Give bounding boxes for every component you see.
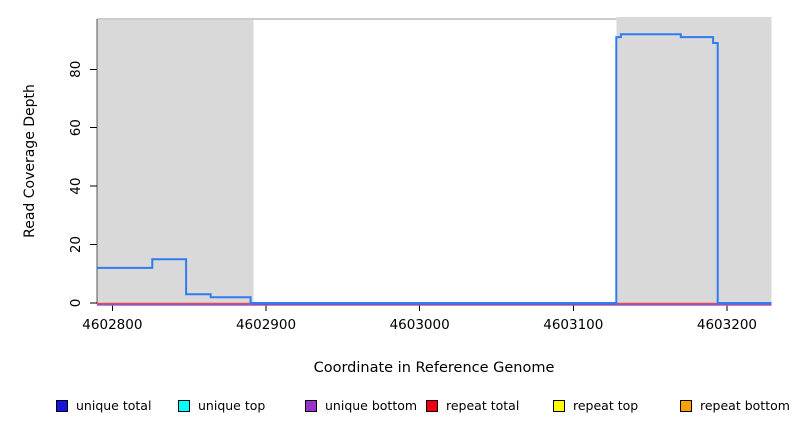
svg-text:4603000: 4603000 — [390, 317, 450, 333]
legend-swatch-unique-bottom — [305, 399, 317, 412]
svg-text:20: 20 — [68, 236, 84, 253]
svg-text:4603200: 4603200 — [697, 317, 757, 333]
legend-swatch-repeat-bottom — [680, 399, 692, 412]
svg-text:4602800: 4602800 — [82, 317, 142, 333]
legend-label: repeat bottom — [700, 398, 790, 413]
plot-canvas: 4602800 4602900 4603000 4603100 4603200 0 20 40… — [68, 17, 772, 333]
svg-text:4603100: 4603100 — [543, 317, 603, 333]
svg-text:60: 60 — [68, 119, 84, 136]
legend-item-unique-bottom: unique bottom — [305, 398, 417, 413]
legend-label: repeat top — [573, 398, 639, 413]
legend-item-repeat-top: repeat top — [553, 398, 638, 413]
legend-label: repeat total — [446, 398, 520, 413]
legend-swatch-repeat-top — [553, 399, 565, 412]
svg-text:80: 80 — [68, 61, 84, 78]
y-axis-label: Read Coverage Depth — [22, 84, 38, 238]
legend-item-repeat-bottom: repeat bottom — [680, 398, 790, 413]
legend-swatch-repeat-total — [426, 399, 438, 412]
legend-item-unique-top: unique top — [178, 398, 265, 413]
svg-text:4602900: 4602900 — [236, 317, 296, 333]
x-axis-label: Coordinate in Reference Genome — [313, 360, 555, 376]
legend-item-repeat-total: repeat total — [426, 398, 519, 413]
legend: unique total unique top unique bottom re… — [0, 398, 792, 418]
legend-label: unique top — [198, 398, 266, 413]
svg-text:0: 0 — [68, 299, 84, 308]
legend-item-unique-total: unique total — [56, 398, 151, 413]
legend-label: unique bottom — [325, 398, 418, 413]
legend-swatch-unique-total — [56, 399, 68, 412]
legend-swatch-unique-top — [178, 399, 190, 412]
svg-text:40: 40 — [68, 178, 84, 195]
legend-label: unique total — [76, 398, 152, 413]
